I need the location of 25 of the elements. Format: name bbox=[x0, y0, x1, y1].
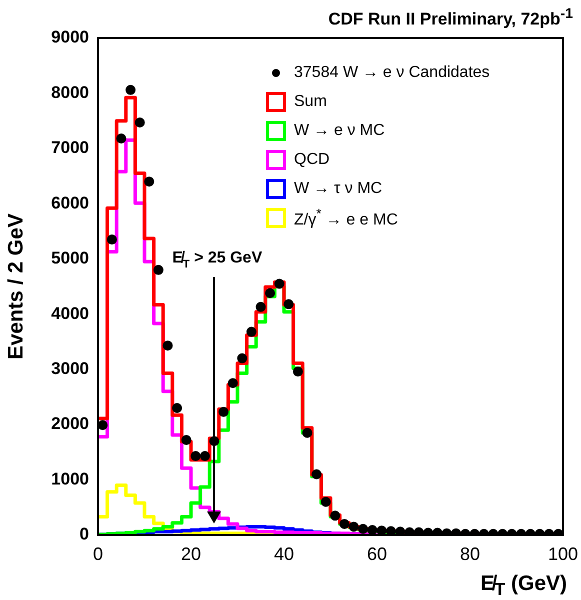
x-tick-label: 40 bbox=[274, 544, 294, 564]
x-tick-label: 100 bbox=[548, 544, 578, 564]
y-tick-label: 2000 bbox=[51, 414, 89, 434]
x-tick-label: 0 bbox=[92, 544, 104, 564]
x-axis-title: E̸$_{T}$ (GeV) bbox=[480, 572, 567, 600]
x-tick-label: 60 bbox=[366, 544, 388, 564]
y-tick-label: 3000 bbox=[51, 359, 89, 378]
y-tick-label: 1000 bbox=[51, 469, 89, 488]
y-tick-label: 0 bbox=[80, 524, 89, 544]
y-tick-label: 4000 bbox=[51, 304, 89, 323]
y-tick-label: 9000 bbox=[51, 28, 89, 47]
legend-label: Sum bbox=[294, 92, 327, 110]
legend-label: W → e ν MC bbox=[294, 122, 385, 140]
y-tick-label: 6000 bbox=[51, 193, 89, 212]
x-tick-label: 80 bbox=[460, 544, 480, 564]
legend-label: QCD bbox=[294, 150, 330, 168]
y-tick-label: 8000 bbox=[51, 82, 89, 102]
legend-label: 37584 W → e ν Candidates bbox=[294, 64, 490, 82]
y-tick-label: 5000 bbox=[51, 248, 89, 268]
y-tick-label: 7000 bbox=[51, 138, 89, 158]
legend-label: W → τ ν MC bbox=[294, 180, 382, 198]
x-tick-label: 20 bbox=[180, 544, 202, 564]
legend-label: Z/γ$^{*}$ → e e MC bbox=[294, 206, 398, 230]
chart-title: CDF Run II Preliminary, 72pb$^{-1}$ bbox=[328, 6, 573, 30]
y-axis-title: Events / 2 GeV bbox=[4, 214, 28, 360]
